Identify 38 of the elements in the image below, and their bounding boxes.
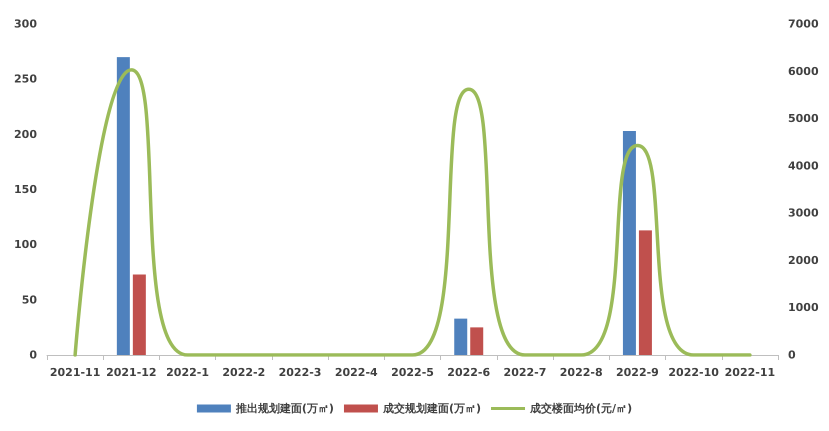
bar	[116, 57, 130, 355]
x-tick-label: 2022-10	[668, 366, 720, 379]
x-tick-label: 2022-7	[504, 366, 546, 379]
y2-tick-label: 7000	[788, 18, 819, 30]
x-tick-label: 2022-11	[724, 366, 776, 379]
y-tick-label: 200	[14, 128, 38, 141]
y2-tick-label: 0	[788, 348, 796, 362]
x-tick-label: 2022-5	[391, 366, 434, 379]
y-tick-label: 0	[29, 348, 38, 362]
x-tick-label: 2021-12	[106, 366, 157, 379]
y-tick-label: 150	[14, 183, 38, 196]
x-tick-label: 2022-8	[560, 366, 603, 379]
bar	[638, 230, 652, 355]
legend-label: 成交楼面均价(元/㎡)	[529, 402, 632, 415]
x-tick-label: 2022-4	[334, 366, 378, 379]
x-tick-label: 2022-2	[222, 366, 266, 379]
legend-label: 成交规划建面(万㎡)	[382, 402, 482, 415]
y-tick-label: 50	[22, 293, 38, 306]
y2-tick-label: 5000	[788, 112, 819, 126]
y2-tick-label: 2000	[788, 254, 819, 267]
x-tick-label: 2022-3	[278, 366, 322, 379]
line-series	[73, 68, 752, 357]
x-tick-label: 2022-1	[166, 366, 209, 379]
y2-tick-label: 1000	[788, 301, 819, 314]
legend-label: 推出规划建面(万㎡)	[234, 402, 334, 415]
bar	[132, 274, 146, 355]
y-tick-label: 100	[14, 238, 38, 252]
bar	[454, 318, 468, 355]
y-tick-label: 250	[14, 72, 38, 86]
y2-tick-label: 4000	[788, 159, 819, 172]
x-tick-label: 2022-6	[447, 366, 490, 379]
x-tick-label: 2021-11	[50, 366, 100, 379]
bar	[470, 327, 484, 355]
y2-tick-label: 6000	[788, 64, 819, 78]
x-tick-label: 2022-9	[616, 366, 659, 379]
y-tick-label: 300	[14, 18, 38, 30]
bar	[622, 131, 636, 355]
y2-tick-label: 3000	[788, 206, 819, 220]
